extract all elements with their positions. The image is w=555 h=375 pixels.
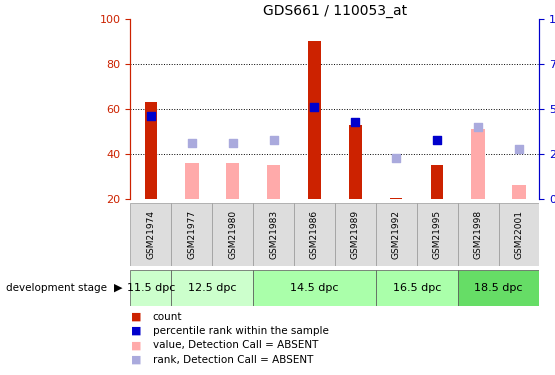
Bar [267, 165, 280, 199]
Bar [130, 202, 171, 266]
Point [392, 155, 401, 161]
Text: value, Detection Call = ABSENT: value, Detection Call = ABSENT [153, 340, 318, 350]
Text: 16.5 dpc: 16.5 dpc [392, 283, 441, 293]
Text: development stage: development stage [6, 283, 107, 293]
Text: GSM21974: GSM21974 [147, 210, 155, 259]
Bar [335, 202, 376, 266]
Bar [512, 185, 526, 199]
Bar [431, 165, 443, 199]
Bar [349, 124, 361, 199]
Text: ■: ■ [131, 340, 141, 350]
Text: GSM21983: GSM21983 [269, 210, 278, 259]
Text: 18.5 dpc: 18.5 dpc [475, 283, 523, 293]
Bar [471, 129, 485, 199]
Text: 14.5 dpc: 14.5 dpc [290, 283, 339, 293]
Bar [390, 198, 402, 199]
Text: percentile rank within the sample: percentile rank within the sample [153, 326, 329, 336]
Text: GSM21989: GSM21989 [351, 210, 360, 259]
Bar [376, 270, 458, 306]
Bar [253, 202, 294, 266]
Bar [376, 202, 417, 266]
Point [228, 140, 237, 146]
Text: rank, Detection Call = ABSENT: rank, Detection Call = ABSENT [153, 355, 313, 364]
Text: ▶: ▶ [114, 283, 122, 293]
Text: ■: ■ [131, 355, 141, 364]
Bar [498, 202, 539, 266]
Bar [458, 202, 498, 266]
Bar [130, 270, 171, 306]
Text: GSM21995: GSM21995 [433, 210, 442, 259]
Bar [417, 202, 458, 266]
Bar [253, 270, 376, 306]
Point [433, 137, 442, 143]
Text: GSM21992: GSM21992 [392, 210, 401, 259]
Text: GSM21977: GSM21977 [187, 210, 196, 259]
Point [147, 112, 155, 118]
Bar [226, 163, 239, 199]
Point [514, 146, 523, 152]
Text: 12.5 dpc: 12.5 dpc [188, 283, 236, 293]
Text: count: count [153, 312, 182, 322]
Bar [294, 202, 335, 266]
Title: GDS661 / 110053_at: GDS661 / 110053_at [263, 4, 407, 18]
Bar [212, 202, 253, 266]
Text: 11.5 dpc: 11.5 dpc [127, 283, 175, 293]
Text: GSM21980: GSM21980 [228, 210, 237, 259]
Bar [458, 270, 539, 306]
Bar [171, 202, 212, 266]
Point [473, 124, 482, 130]
Bar [171, 270, 253, 306]
Text: ■: ■ [131, 326, 141, 336]
Text: ■: ■ [131, 312, 141, 322]
Point [269, 137, 278, 143]
Text: GSM22001: GSM22001 [514, 210, 523, 259]
Point [351, 119, 360, 125]
Bar [309, 41, 321, 199]
Point [310, 104, 319, 110]
Bar [185, 163, 199, 199]
Text: GSM21998: GSM21998 [473, 210, 483, 259]
Text: GSM21986: GSM21986 [310, 210, 319, 259]
Point [188, 140, 196, 146]
Bar [145, 102, 157, 199]
